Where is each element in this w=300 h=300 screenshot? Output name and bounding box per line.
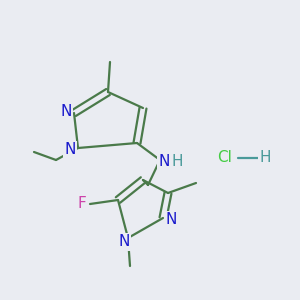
Text: Cl: Cl: [218, 151, 232, 166]
Text: N: N: [158, 154, 170, 169]
Text: N: N: [60, 103, 72, 118]
Text: H: H: [259, 151, 271, 166]
Text: N: N: [165, 212, 177, 227]
Text: N: N: [64, 142, 76, 158]
Text: N: N: [118, 235, 130, 250]
Text: F: F: [78, 196, 86, 211]
Text: H: H: [171, 154, 183, 169]
